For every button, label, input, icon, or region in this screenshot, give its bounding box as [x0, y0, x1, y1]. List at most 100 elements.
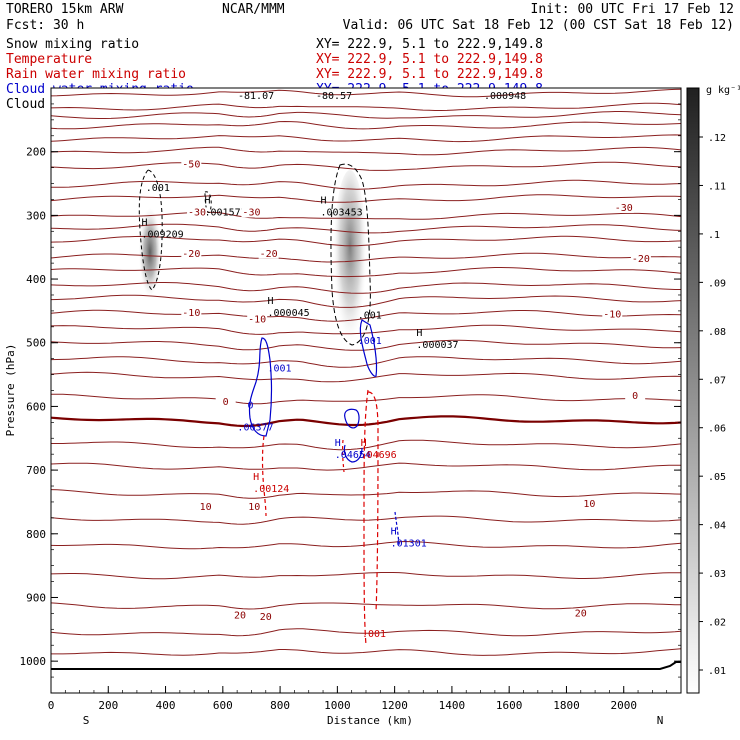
temperature-label-bg: [258, 248, 279, 259]
temperature-label: -30: [615, 203, 633, 214]
colorbar-ticks: .01 .02 .03 .04 .05 .06 .07 .08 .09 .1 .11 .12: [699, 133, 726, 677]
temperature-label: 20: [260, 612, 272, 623]
y-tick-label: 400: [26, 273, 46, 286]
maximum-value-label: .003453: [320, 207, 362, 218]
rain-contour-south: [261, 435, 267, 517]
isotherm-line: [51, 356, 681, 368]
init-label: Init: 00 UTC Fri 17 Feb 12: [531, 2, 735, 17]
isotherm-line: [51, 324, 681, 335]
temperature-labels: -50 -30 -30 -30 -20 -20 -20 -10 -10 -10 0 0 10 10 10 20…: [181, 159, 651, 623]
temperature-label-bg: [579, 499, 600, 510]
isotherm-line: [51, 134, 681, 143]
x-tick-label: 600: [213, 699, 233, 712]
y-axis-label: Pressure (hPa): [4, 344, 17, 437]
colorbar-tick-label: .03: [708, 569, 726, 580]
temperature-label: 20: [575, 609, 587, 620]
isotherm-line: [51, 120, 681, 130]
maximum-marker: H: [142, 218, 148, 229]
cloud-water-contour-low: [344, 408, 360, 429]
center-label: NCAR/MMM: [222, 2, 285, 17]
isotherm-line: [51, 111, 681, 119]
x-axis-label: Distance (km): [327, 714, 413, 727]
rain-contour-east: [367, 391, 379, 613]
maximum-value-label: .000037: [416, 340, 458, 351]
isotherm-line: [51, 393, 681, 405]
legend-entry-name: Temperature: [6, 52, 92, 67]
y-tick-label: 1000: [20, 655, 47, 668]
maximum-value-label: .000045: [268, 308, 310, 319]
model-label: TORERO 15km ARW: [6, 2, 124, 17]
valid-label: Valid: 06 UTC Sat 18 Feb 12 (00 CST Sat …: [343, 18, 734, 33]
x-tick-label: 1200: [381, 699, 408, 712]
temperature-label-bg: [181, 248, 202, 259]
legend-entry-name: Snow mixing ratio: [6, 37, 139, 52]
maximum-marker: H: [335, 438, 341, 449]
temperature-label: 20: [234, 610, 246, 621]
plot-contents: .001H.001577H.009209H.003453H.000045H.00…: [51, 88, 681, 670]
snow-shading-central: [333, 170, 367, 360]
maximum-value-label: .001: [268, 363, 292, 374]
maximum-marker: H: [361, 438, 367, 449]
top-strip-label: -81.07: [238, 91, 274, 102]
rain-contour-west: [363, 389, 369, 646]
temperature-label-bg: [215, 397, 236, 408]
colorbar-tick-label: .01: [708, 666, 726, 677]
colorbar-tick-label: .1: [708, 230, 720, 241]
maximum-marker: H: [391, 527, 397, 538]
isotherm-line: [51, 515, 681, 525]
temperature-label: 10: [248, 502, 260, 513]
maximum-marker: H: [320, 195, 326, 206]
rain-contour-small: [341, 439, 345, 473]
maximum-marker: H: [416, 328, 422, 339]
y-tick-label: 900: [26, 591, 46, 604]
colorbar-tick-label: .08: [708, 327, 726, 338]
colorbar-tick-label: .02: [708, 618, 726, 629]
temperature-label-bg: [230, 610, 250, 621]
x-tick-label: 1600: [496, 699, 523, 712]
x-tick-label: 2000: [610, 699, 637, 712]
isotherm-line: [51, 102, 681, 111]
isotherm-line: [51, 179, 681, 190]
isotherm-line: [51, 282, 681, 294]
colorbar-tick-label: .04: [708, 521, 726, 532]
isotherm-line: [51, 628, 681, 637]
temperature-label-bg: [195, 502, 216, 513]
isotherm-line: [51, 267, 681, 278]
colorbar-tick-label: .11: [708, 181, 726, 192]
x-tick-label: 800: [270, 699, 290, 712]
temperature-label: -30: [242, 207, 260, 218]
temperature-label-bg: [613, 202, 634, 213]
isotherm-line: [51, 211, 681, 220]
x-end-south: S: [83, 714, 90, 727]
x-tick-label: 400: [156, 699, 176, 712]
cloud-water-contour-base: [343, 444, 363, 463]
cloud-water-contour-north: [394, 511, 400, 546]
maximum-value-label: .04654: [335, 450, 371, 461]
maximum-value-label: .001577: [205, 207, 247, 218]
maximum-marker: H: [205, 195, 211, 206]
x-tick-label: 1800: [553, 699, 580, 712]
maximum-value-label: .001: [362, 629, 386, 640]
colorbar-tick-label: .05: [708, 472, 726, 483]
isotherm-line: [51, 648, 681, 656]
x-tick-label: 1000: [324, 699, 351, 712]
temperature-label: 10: [200, 502, 212, 513]
isotherm-line: [51, 146, 681, 156]
zero-degree-isotherm: [51, 415, 681, 428]
cloud-ice-contour-central: [330, 163, 371, 346]
temperature-label-bg: [244, 502, 265, 513]
temperature-label-bg: [602, 309, 623, 320]
isotherm-line: [51, 309, 681, 322]
y-tick-label: 600: [26, 400, 46, 413]
y-tick-label: 800: [26, 528, 46, 541]
isotherm-line: [51, 439, 681, 451]
maximum-value-label: .001: [358, 336, 382, 347]
top-strip-label: -80.57: [316, 91, 352, 102]
isotherm-line: [51, 235, 681, 247]
colorbar-tick-label: .09: [708, 278, 726, 289]
temperature-label: -20: [632, 254, 650, 265]
maximum-value-label: .00124: [253, 484, 289, 495]
temperature-label-bg: [181, 159, 202, 170]
